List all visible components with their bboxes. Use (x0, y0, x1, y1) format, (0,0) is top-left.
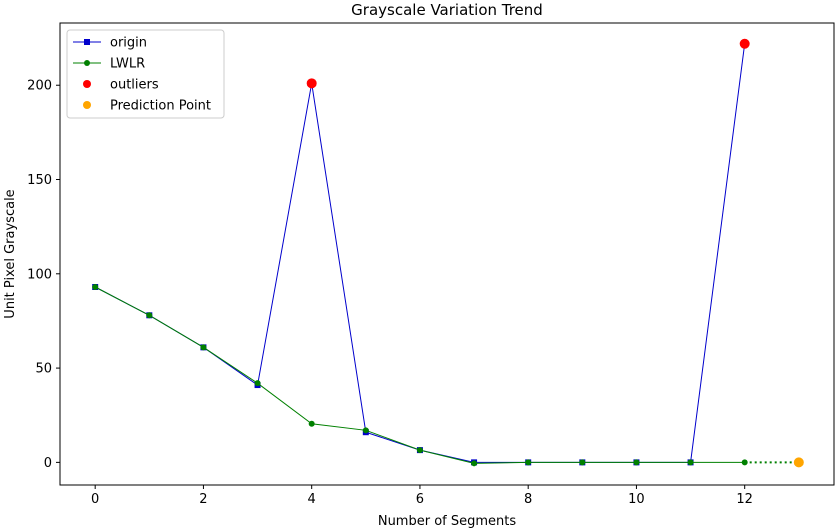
legend-label: outliers (110, 78, 159, 93)
legend-label: origin (110, 36, 147, 51)
lwlr-point (687, 459, 694, 466)
lwlr-point (362, 427, 369, 434)
chart-title: Grayscale Variation Trend (351, 1, 543, 19)
legend-item: LWLR (73, 57, 145, 72)
legend-item: Prediction Point (83, 99, 211, 114)
lwlr-point (200, 344, 207, 351)
lwlr-point (416, 447, 423, 454)
legend-marker (84, 39, 90, 45)
outlier-point (306, 78, 317, 89)
lwlr-point (254, 380, 261, 387)
legend-item: origin (73, 36, 147, 51)
series-prediction-point (793, 457, 804, 468)
outlier-point (739, 38, 750, 49)
y-axis-title: Unit Pixel Grayscale (3, 189, 18, 318)
series-lwlr (92, 284, 748, 467)
legend-marker (83, 101, 91, 109)
y-tick-label: 200 (27, 79, 52, 94)
lwlr-point (525, 459, 532, 466)
y-tick-label: 0 (44, 456, 52, 471)
y-tick-label: 50 (35, 362, 52, 377)
legend: origin LWLR outliers Prediction Point (66, 29, 225, 119)
legend-label: LWLR (110, 57, 145, 72)
legend-item: outliers (83, 78, 159, 93)
prediction-point (793, 457, 804, 468)
series-layer (92, 38, 804, 468)
x-tick-label: 6 (416, 492, 424, 507)
x-tick-label: 0 (91, 492, 99, 507)
y-axis: 0 50 100 150 200 (27, 79, 60, 471)
x-axis: 0 2 4 6 8 10 12 (91, 485, 753, 507)
legend-marker (84, 60, 90, 66)
lwlr-point (308, 420, 315, 427)
x-tick-label: 4 (308, 492, 316, 507)
lwlr-point (146, 312, 153, 319)
series-outliers (306, 38, 750, 89)
lwlr-point (579, 459, 586, 466)
lwlr-point (471, 460, 478, 467)
x-axis-title: Number of Segments (378, 514, 517, 529)
y-tick-label: 100 (27, 267, 52, 282)
legend-label: Prediction Point (110, 99, 211, 114)
y-tick-label: 150 (27, 173, 52, 188)
x-tick-label: 8 (524, 492, 532, 507)
lwlr-point (92, 284, 99, 290)
x-tick-label: 2 (199, 492, 207, 507)
lwlr-point (633, 459, 640, 466)
legend-marker (83, 80, 91, 88)
legend-box (66, 29, 225, 119)
x-tick-label: 10 (628, 492, 645, 507)
x-tick-label: 12 (736, 492, 753, 507)
